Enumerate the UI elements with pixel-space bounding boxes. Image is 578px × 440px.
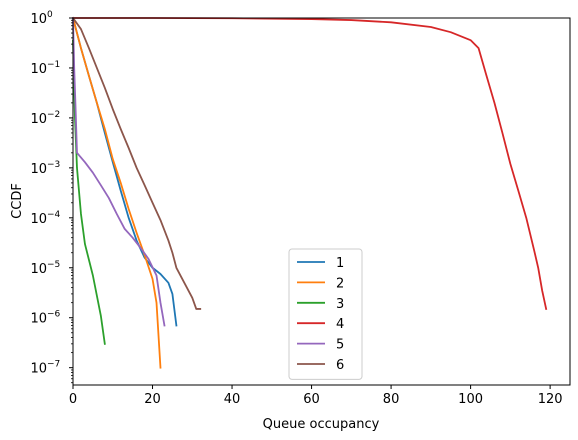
plot-frame <box>72 17 571 386</box>
y-tick-label: 10 <box>30 162 47 177</box>
x-tick-label: 120 <box>538 392 563 407</box>
y-tick-exponent: −7 <box>47 360 60 370</box>
y-tick-label: 10 <box>30 12 47 27</box>
y-axis-label: CCDF <box>10 183 25 219</box>
y-tick-exponent: 0 <box>47 10 53 20</box>
x-tick-label: 20 <box>144 392 161 407</box>
y-tick-exponent: −2 <box>47 110 60 120</box>
legend-label-2: 2 <box>336 276 344 291</box>
series-line-5 <box>72 17 166 327</box>
series-line-2 <box>71 16 162 369</box>
x-axis-label: Queue occupancy <box>263 417 380 432</box>
x-tick-label: 0 <box>69 392 77 407</box>
legend-label-6: 6 <box>336 358 344 373</box>
y-tick-exponent: −1 <box>47 60 60 70</box>
y-tick-label: 10 <box>30 62 47 77</box>
legend-label-5: 5 <box>336 338 344 353</box>
legend-label-4: 4 <box>336 317 344 332</box>
series-line-6 <box>71 16 202 310</box>
x-tick-label: 80 <box>383 392 400 407</box>
y-tick-label: 10 <box>30 212 47 227</box>
legend-label-3: 3 <box>336 297 344 312</box>
legend-box <box>288 248 363 380</box>
y-tick-label: 10 <box>30 312 47 327</box>
x-tick-label: 100 <box>458 392 483 407</box>
y-tick-exponent: −4 <box>47 210 61 220</box>
series-line-4 <box>72 17 548 310</box>
y-tick-label: 10 <box>30 262 47 277</box>
y-tick-exponent: −3 <box>47 160 60 170</box>
x-tick-label: 40 <box>224 392 241 407</box>
x-tick-label: 60 <box>303 392 320 407</box>
series-layer <box>71 16 548 369</box>
y-tick-label: 10 <box>30 112 47 127</box>
y-tick-exponent: −6 <box>47 310 61 320</box>
legend-label-1: 1 <box>336 256 344 271</box>
y-tick-exponent: −5 <box>47 260 60 270</box>
legend: 1 2 3 4 5 6 <box>288 248 363 380</box>
y-tick-label: 10 <box>30 362 47 377</box>
